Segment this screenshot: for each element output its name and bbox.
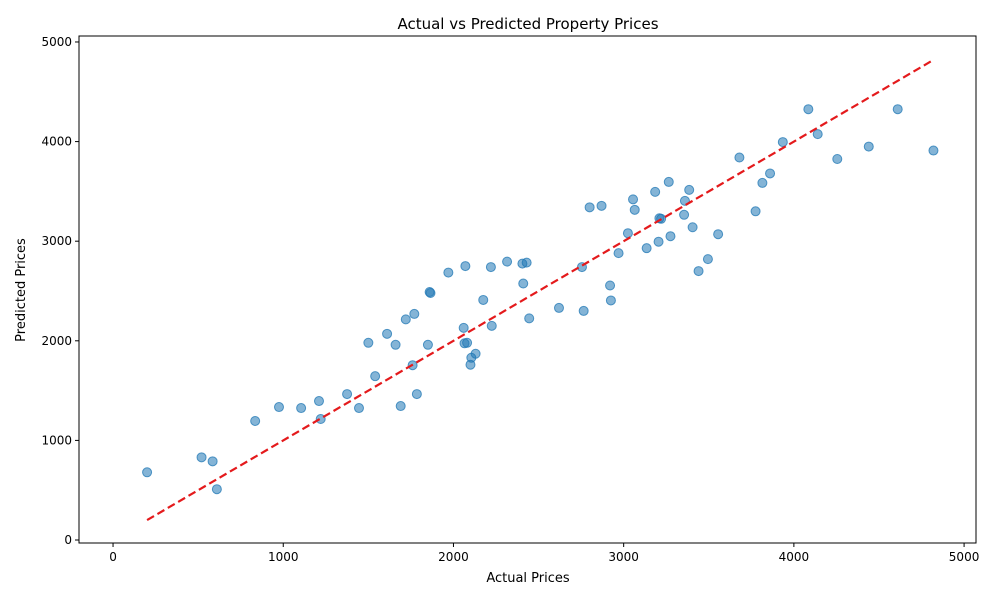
scatter-point [458, 322, 469, 333]
scatter-point [605, 295, 616, 306]
chart-title: Actual vs Predicted Property Prices [397, 15, 658, 33]
scatter-point [485, 262, 496, 273]
scatter-point [425, 287, 436, 298]
scatter-point [653, 236, 664, 247]
scatter-point [584, 202, 595, 213]
x-tick-label: 4000 [779, 550, 810, 564]
scatter-point [207, 456, 218, 467]
scatter-point [315, 413, 326, 424]
scatter-point [443, 267, 454, 278]
scatter-point [524, 313, 535, 324]
scatter-point [422, 339, 433, 350]
scatter-point [863, 141, 874, 152]
scatter-point [628, 194, 639, 205]
scatter-point [750, 206, 761, 217]
scatter-point [734, 152, 745, 163]
scatter-point [521, 257, 532, 268]
scatter-point [400, 314, 411, 325]
scatter-point [605, 280, 616, 291]
y-axis-label: Predicted Prices [14, 238, 29, 342]
scatter-point [211, 484, 222, 495]
y-tick-label: 5000 [41, 35, 72, 49]
scatter-point [629, 204, 640, 215]
scatter-point [641, 243, 652, 254]
scatter-point [553, 302, 564, 313]
scatter-point [363, 337, 374, 348]
scatter-point [687, 222, 698, 233]
scatter-point [812, 129, 823, 140]
scatter-point [663, 176, 674, 187]
x-tick-label: 0 [109, 550, 117, 564]
x-tick-label: 5000 [949, 550, 980, 564]
scatter-point [390, 339, 401, 350]
scatter-point [832, 154, 843, 165]
scatter-point [892, 104, 903, 115]
scatter-point [702, 254, 713, 265]
scatter-point [928, 145, 939, 156]
scatter-point [478, 294, 489, 305]
plot-frame [78, 35, 977, 544]
scatter-point [502, 256, 513, 267]
scatter-point [409, 308, 420, 319]
y-tick-label: 0 [64, 533, 72, 547]
scatter-point [273, 402, 284, 413]
plot-area [142, 58, 939, 522]
y-tick-label: 4000 [41, 135, 72, 149]
reference-line [146, 58, 935, 522]
scatter-point [313, 396, 324, 407]
scatter-point [613, 248, 624, 259]
scatter-point [370, 371, 381, 382]
x-tick-label: 1000 [268, 550, 299, 564]
scatter-point [665, 231, 676, 242]
scatter-point [622, 228, 633, 239]
scatter-point [713, 229, 724, 240]
scatter-point [462, 337, 473, 348]
scatter-point [460, 261, 471, 272]
scatter-point [296, 403, 307, 414]
scatter-point [250, 415, 261, 426]
y-tick-label: 1000 [41, 433, 72, 447]
x-axis-label: Actual Prices [486, 571, 570, 586]
x-tick-label: 3000 [608, 550, 639, 564]
scatter-point [353, 403, 364, 414]
scatter-point [803, 104, 814, 115]
scatter-point [693, 266, 704, 277]
scatter-point [684, 184, 695, 195]
scatter-point [765, 168, 776, 179]
scatter-point [411, 389, 422, 400]
scatter-point [518, 278, 529, 289]
scatter-point [650, 186, 661, 197]
scatter-point [470, 348, 481, 359]
scatter-point [757, 177, 768, 188]
x-tick-label: 2000 [438, 550, 469, 564]
x-axis: 0 1000 2000 3000 4000 5000 [109, 543, 979, 564]
scatter-point [679, 209, 690, 220]
scatter-point [382, 328, 393, 339]
scatter-point [777, 137, 788, 148]
scatter-point [486, 320, 497, 331]
scatter-point [578, 305, 589, 316]
scatter-point [142, 467, 153, 478]
y-tick-label: 3000 [41, 234, 72, 248]
scatter-point [196, 452, 207, 463]
scatter-point [596, 200, 607, 211]
y-tick-label: 2000 [41, 334, 72, 348]
scatter-point [395, 401, 406, 412]
y-axis: 0 1000 2000 3000 4000 5000 [41, 35, 79, 547]
scatter-point [342, 389, 353, 400]
